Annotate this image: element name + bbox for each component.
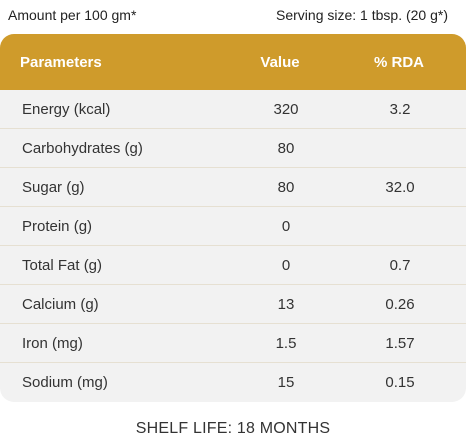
rda-cell: 0.26 — [385, 295, 415, 313]
table-row: Protein (g) 0 — [0, 207, 466, 246]
table-row: Iron (mg) 1.5 1.57 — [0, 324, 466, 363]
parameter-cell: Protein (g) — [22, 217, 93, 235]
parameter-cell: Carbohydrates (g) — [22, 139, 143, 157]
value-cell: 80 — [277, 139, 295, 157]
table-header: Parameters Value % RDA — [0, 34, 466, 90]
parameter-cell: Sodium (mg) — [22, 374, 108, 391]
shelf-life-text: SHELF LIFE: 18 MONTHS — [135, 420, 331, 437]
value-cell: 0 — [281, 217, 291, 235]
table-row: Sodium (mg) 15 0.15 — [0, 363, 466, 402]
table-row: Total Fat (g) 0 0.7 — [0, 246, 466, 285]
rda-cell: 1.57 — [385, 334, 415, 352]
rda-cell: 32.0 — [385, 178, 415, 196]
table-row: Carbohydrates (g) 80 — [0, 129, 466, 168]
parameter-cell: Iron (mg) — [22, 334, 83, 352]
parameter-cell: Total Fat (g) — [22, 256, 103, 274]
serving-info-bar: Amount per 100 gm* Serving size: 1 tbsp.… — [8, 4, 448, 26]
rda-cell: 0.15 — [385, 374, 415, 391]
serving-size-label: Serving size: 1 tbsp. (20 g*) — [276, 7, 448, 23]
value-cell: 15 — [277, 374, 295, 391]
value-cell: 13 — [277, 295, 295, 313]
table-row: Calcium (g) 13 0.26 — [0, 285, 466, 324]
column-header-rda: % RDA — [373, 53, 424, 71]
nutrition-table: Parameters Value % RDA Energy (kcal) 320… — [0, 34, 466, 402]
value-cell: 1.5 — [275, 334, 297, 352]
amount-per-label: Amount per 100 gm* — [8, 7, 137, 23]
parameter-cell: Energy (kcal) — [22, 100, 111, 118]
column-header-parameters: Parameters — [20, 53, 102, 71]
parameter-cell: Sugar (g) — [22, 178, 85, 196]
rda-cell: 0.7 — [389, 256, 411, 274]
value-cell: 320 — [273, 100, 299, 118]
column-header-value: Value — [260, 53, 300, 71]
parameter-cell: Calcium (g) — [22, 295, 99, 313]
rda-cell: 3.2 — [389, 100, 411, 118]
value-cell: 0 — [281, 256, 291, 274]
table-row: Sugar (g) 80 32.0 — [0, 168, 466, 207]
value-cell: 80 — [277, 178, 295, 196]
table-row: Energy (kcal) 320 3.2 — [0, 90, 466, 129]
